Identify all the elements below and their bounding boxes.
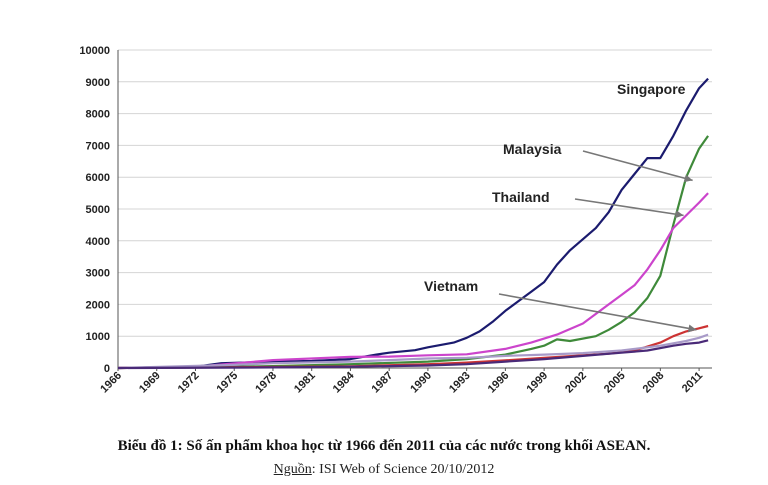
x-tick-label: 1966 [98,370,124,396]
x-tick-label: 1984 [331,369,357,395]
series-line-singapore [117,77,709,370]
annotation-singapore: Singapore [617,81,686,97]
x-tick-label: 1993 [447,370,473,396]
y-tick-label: 4000 [86,236,110,248]
annotation-arrow-malaysia [582,150,693,182]
x-tick-label: 2005 [602,370,628,396]
y-tick-label: 0 [104,363,110,375]
x-tick-label: 1996 [486,370,512,396]
x-tick-label: 1978 [253,370,279,396]
annotation-arrowhead-vietnam [687,324,697,333]
x-tick-label: 1975 [215,370,241,396]
x-tick-label: 1999 [524,370,550,396]
y-tick-label: 5000 [86,204,110,216]
y-tick-label: 6000 [86,172,110,184]
annotation-arrowhead-malaysia [683,174,693,183]
y-tick-labels: 0 1000 2000 3000 4000 5000 6000 7000 8000 9000 100… [79,45,110,375]
source-text: : ISI Web of Science 20/10/2012 [311,462,495,477]
annotation-vietnam: Vietnam [424,278,478,294]
axes [117,50,712,371]
series-line-other-5 [117,339,709,370]
y-tick-label: 2000 [86,299,110,311]
annotation-malaysia: Malaysia [503,141,562,157]
x-tick-label: 1972 [176,370,202,396]
x-tick-label: 1969 [137,370,163,396]
y-tick-label: 8000 [86,109,110,121]
y-tick-label: 7000 [86,140,110,152]
y-tick-label: 10000 [79,45,110,57]
x-tick-label: 1981 [292,370,318,396]
x-tick-labels: 1966 1969 1972 1975 1978 1981 1984 1987 1990 1993… [98,369,705,395]
annotation-arrow-thailand [574,198,684,217]
chart-caption: Biểu đồ 1: Số ấn phẩm khoa học từ 1966 đ… [117,438,651,454]
x-tick-label: 1987 [369,370,395,396]
y-tick-label: 3000 [86,268,110,280]
series-lines [117,77,709,370]
chart-source: Nguồn: ISI Web of Science 20/10/2012 [0,462,768,478]
x-tick-label: 2002 [563,370,589,396]
series-line-other-4 [117,333,709,370]
x-tick-label: 2008 [641,370,667,396]
x-tick-label: 2011 [680,370,705,395]
annotations: Singapore Malaysia Thailand Vietnam [424,81,697,333]
gridlines [118,49,712,337]
y-tick-label: 1000 [86,331,110,343]
annotation-arrowhead-thailand [675,210,684,219]
series-line-malaysia [117,135,709,370]
annotation-thailand: Thailand [492,189,550,205]
source-label: Nguồn [273,462,312,477]
y-tick-label: 9000 [86,77,110,89]
x-tick-label: 1990 [408,370,434,396]
annotation-arrow-vietnam [498,293,697,331]
series-line-thailand [117,192,709,370]
